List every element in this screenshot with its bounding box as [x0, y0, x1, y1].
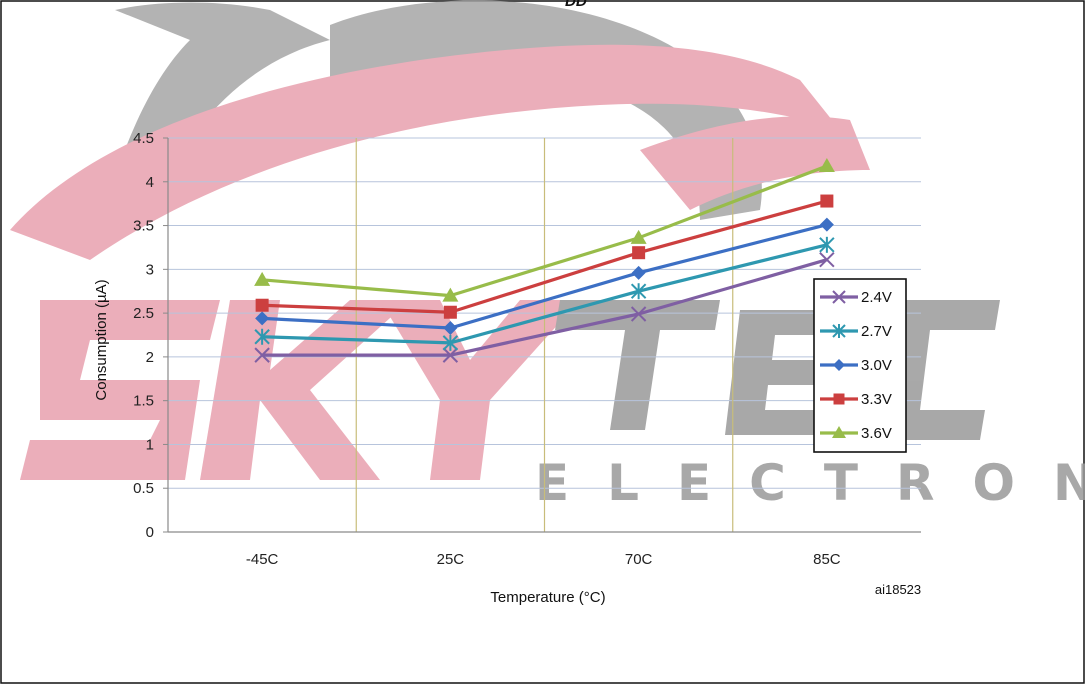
data-point — [632, 246, 646, 260]
watermark-letter-s — [20, 300, 220, 480]
watermark-pink-tail — [640, 116, 870, 210]
legend: 2.4V 2.7V 3.0V 3.3V 3.6V — [813, 278, 907, 453]
series-line — [262, 223, 828, 330]
series-line — [261, 164, 828, 298]
data-point — [818, 158, 835, 173]
top-fragment-text: DD — [565, 0, 587, 10]
data-point — [819, 217, 834, 232]
data-point — [254, 328, 270, 345]
y-tick-label: 1.5 — [133, 393, 154, 410]
series-line — [262, 199, 828, 314]
legend-label: 3.3V — [861, 391, 892, 408]
data-point — [442, 334, 459, 351]
data-point — [442, 287, 459, 302]
watermark-letter-c — [880, 300, 1000, 440]
legend-swatch-marker — [832, 324, 846, 338]
y-axis-title: Consumption (µA) — [93, 279, 110, 400]
watermark-subtitle: ELECTRONIC — [535, 454, 1085, 512]
watermark-pink-swoosh — [10, 44, 840, 261]
legend-label: 2.4V — [861, 289, 892, 306]
x-tick-label: 85C — [813, 551, 841, 568]
data-point — [254, 347, 270, 363]
figure-id-text: ai18523 — [875, 582, 921, 597]
y-tick-label: 4 — [146, 174, 154, 191]
legend-swatch-marker — [833, 359, 845, 371]
watermark-letter-t — [555, 300, 720, 430]
data-point — [631, 265, 646, 280]
legend-label: 3.0V — [861, 357, 892, 374]
data-point — [819, 236, 835, 253]
series-layer — [254, 158, 835, 363]
y-tick-label: 0 — [146, 524, 154, 541]
watermark-letter-k — [200, 300, 410, 480]
data-point — [820, 194, 834, 208]
legend-label: 3.6V — [861, 425, 892, 442]
x-tick-label: 25C — [437, 551, 465, 568]
data-point — [443, 305, 457, 319]
series-3.6V — [254, 158, 835, 302]
series-3.0V — [255, 217, 834, 335]
legend-swatch-marker — [832, 426, 846, 438]
data-point — [819, 251, 835, 268]
y-tick-label: 2 — [146, 349, 154, 366]
data-point — [254, 271, 271, 286]
y-tick-label: 3.5 — [133, 218, 154, 235]
series-line — [262, 258, 828, 357]
data-point — [442, 347, 459, 363]
series-3.3V — [255, 194, 834, 319]
series-2.4V — [254, 251, 835, 363]
series-line — [262, 243, 828, 345]
legend-label: 2.7V — [861, 323, 892, 340]
y-tick-label: 2.5 — [133, 305, 154, 322]
watermark: ELECTRONIC — [10, 0, 1085, 512]
data-point — [630, 229, 647, 244]
y-tick-label: 4.5 — [133, 130, 154, 147]
data-point — [255, 298, 269, 312]
y-tick-label: 0.5 — [133, 480, 154, 497]
y-tick-label: 3 — [146, 261, 154, 278]
data-point — [255, 311, 270, 326]
data-point — [630, 283, 647, 300]
legend-swatch-marker — [832, 290, 846, 304]
y-tick-label: 1 — [146, 436, 154, 453]
watermark-letter-y — [380, 300, 580, 480]
data-point — [630, 306, 647, 322]
data-point — [443, 320, 458, 335]
series-2.7V — [254, 236, 835, 351]
x-axis-title: Temperature (°C) — [490, 589, 605, 606]
x-tick-label: -45C — [246, 551, 279, 568]
watermark-letter-e — [725, 310, 880, 435]
axes-layer: 0 0.5 1 1.5 2 2.5 3 3.5 4 4.5 -45C 25C 70C 85C — [133, 130, 921, 568]
legend-swatch-marker — [833, 393, 845, 405]
x-tick-label: 70C — [625, 551, 653, 568]
